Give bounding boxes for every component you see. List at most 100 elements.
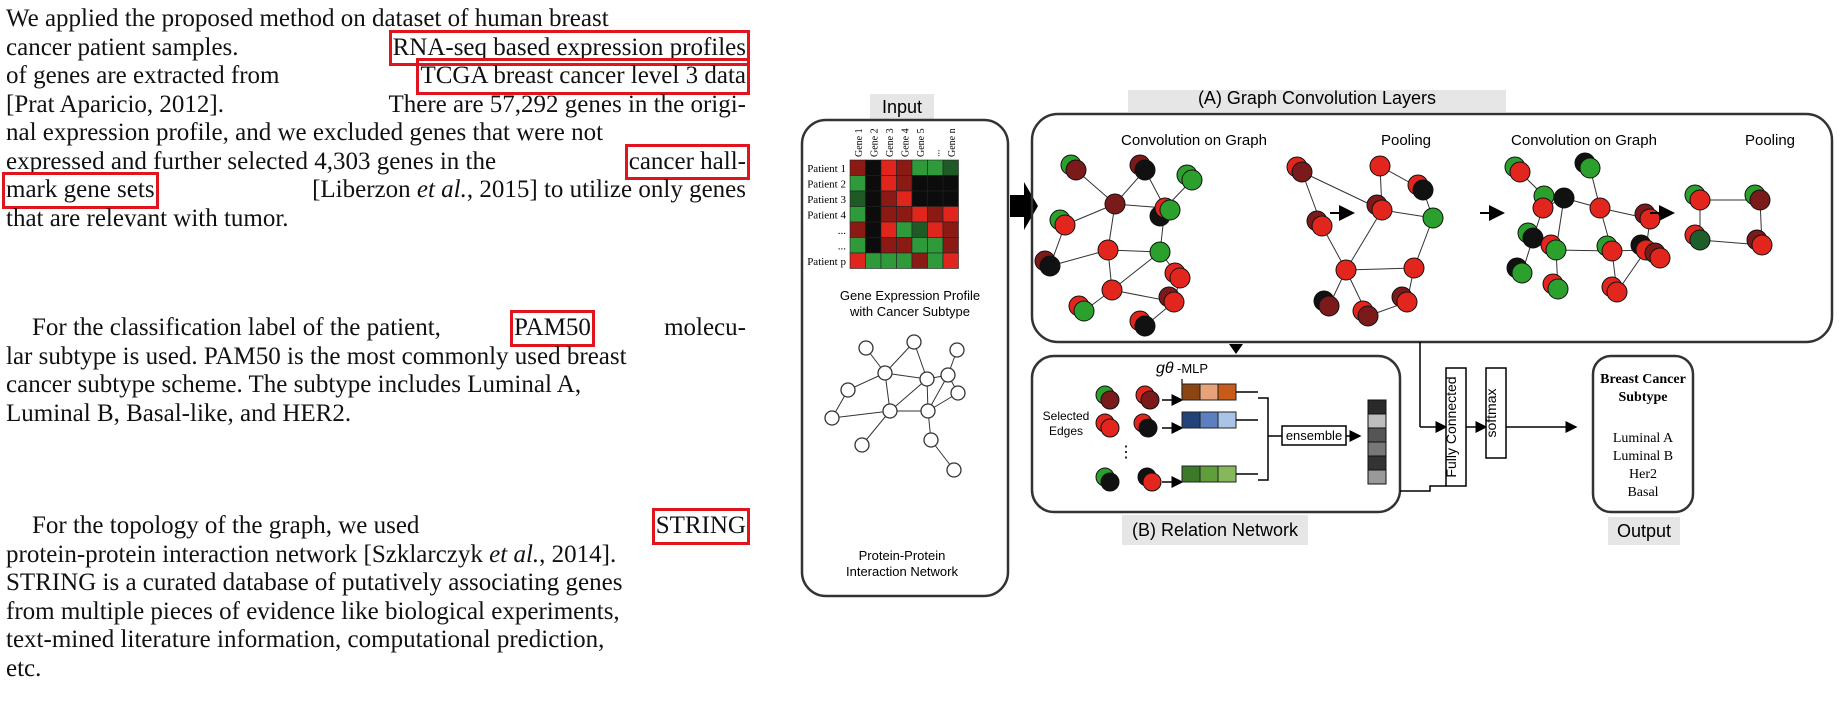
graph-node	[1579, 157, 1601, 179]
patient-label: Patient 2	[807, 179, 846, 191]
text-line: nal expression profile, and we excluded …	[6, 119, 746, 148]
output-title: Output	[1617, 521, 1671, 541]
heatmap-cell	[942, 206, 959, 223]
input-title: Input	[882, 97, 922, 117]
gene-headers: Gene 1 Gene 2 Gene 3 Gene 4 Gene 5... Gene n	[854, 128, 958, 157]
feature-cell	[1199, 465, 1219, 483]
heatmap-cell	[865, 206, 882, 223]
graph-node	[1412, 179, 1434, 201]
heatmap-cell	[865, 252, 882, 269]
ppi-node	[940, 367, 956, 383]
graph-node	[1311, 215, 1333, 237]
feature-cell	[1181, 411, 1201, 429]
highlighted-term: mark gene sets	[2, 172, 159, 209]
heatmap-cell	[880, 221, 897, 238]
heatmap-cell	[911, 237, 928, 254]
output-vector-cell	[1367, 399, 1387, 415]
graph-node	[1601, 240, 1623, 262]
heatmap-cell	[880, 237, 897, 254]
highlighted-term: TCGA breast cancer level 3 data	[416, 58, 750, 95]
heatmap-cell	[911, 175, 928, 192]
rn-title-bg	[1122, 515, 1308, 545]
heatmap-cell	[896, 221, 913, 238]
text-segment: [Prat Aparicio, 2012].	[6, 90, 225, 118]
graph-edge	[1345, 209, 1383, 271]
ppi-caption-1: Protein-Protein	[859, 548, 946, 563]
graph-node	[1689, 189, 1711, 211]
graph-node	[1335, 259, 1357, 281]
text-line: from multiple pieces of evidence like bi…	[6, 598, 746, 627]
graph-node	[1649, 247, 1671, 269]
heatmap-cell	[849, 159, 866, 176]
text-segment: Luminal B, Basal-like, and HER2.	[6, 399, 352, 427]
ppi-node	[949, 342, 965, 358]
graph-node	[1318, 295, 1340, 317]
graph-node	[1553, 187, 1575, 209]
graph-node	[1371, 199, 1393, 221]
feature-cell	[1181, 383, 1201, 401]
heatmap-cell	[865, 175, 882, 192]
ppi-caption-2: Interaction Network	[846, 564, 958, 579]
gcn-title: (A) Graph Convolution Layers	[1198, 90, 1436, 108]
gcn-panel	[1030, 112, 1834, 344]
text-line: cancer subtype scheme. The subtype inclu…	[6, 371, 746, 400]
graph-node	[1169, 267, 1191, 289]
text-segment: molecu-	[664, 314, 746, 341]
text-line: that are relevant with tumor.	[6, 205, 746, 234]
graph-node	[1100, 390, 1120, 410]
heatmap-cell	[865, 221, 882, 238]
heatmap-cell	[896, 190, 913, 207]
output-vector-cell	[1367, 441, 1387, 457]
graph-node	[1140, 390, 1160, 410]
heatmap-cell	[896, 252, 913, 269]
text-segment: lar subtype is used. PAM50 is the most c…	[6, 342, 627, 370]
ppi-node	[920, 403, 936, 419]
graph-node	[1511, 262, 1533, 284]
text-segment: [Liberzon et al., 2015] to utilize only …	[312, 176, 746, 203]
gcn-graph-pool-2	[1684, 184, 1773, 256]
graph-node	[1422, 207, 1444, 229]
gcn-title-bg	[1128, 90, 1506, 112]
mlp-label: -MLP	[1177, 361, 1208, 376]
graph-node	[1403, 257, 1425, 279]
text-segment: nal expression profile, and we excluded …	[6, 119, 604, 146]
heatmap-cell	[896, 206, 913, 223]
highlighted-term: PAM50	[510, 310, 595, 347]
graph-node	[1522, 227, 1544, 249]
heatmap-cell	[880, 190, 897, 207]
heatmap-cell	[927, 252, 944, 269]
output-heading-2: Subtype	[1618, 390, 1667, 405]
text-segment: For the classification label of the pati…	[32, 314, 441, 341]
rn-edge-pairs	[1095, 385, 1184, 492]
output-panel	[1591, 354, 1695, 514]
text-line: cancer patient samples. RNA-seq based exp…	[6, 29, 751, 66]
heatmap-cell	[849, 175, 866, 192]
heatmap-cell	[896, 159, 913, 176]
input-title-bg	[870, 94, 934, 120]
heatmap-cell	[849, 190, 866, 207]
graph-node	[1100, 472, 1120, 492]
graph-node	[1545, 239, 1567, 261]
heatmap-cell	[880, 252, 897, 269]
stage-label-conv-1: Convolution on Graph	[1121, 132, 1267, 149]
ppi-node	[824, 410, 840, 426]
subtype-her2: Her2	[1629, 467, 1657, 482]
input-to-gcn-arrow	[1010, 182, 1038, 230]
heatmap-cell	[865, 237, 882, 254]
text-line: We applied the proposed method on datase…	[6, 5, 746, 34]
graph-node	[1134, 315, 1156, 337]
ppi-edge	[831, 410, 891, 419]
heatmap-cell	[896, 175, 913, 192]
text-segment: cancer patient samples.	[6, 33, 239, 61]
graph-node	[1369, 155, 1391, 177]
heatmap-cell	[896, 237, 913, 254]
graph-node	[1054, 214, 1076, 236]
output-title-bg	[1608, 517, 1680, 545]
graph-node	[1138, 418, 1158, 438]
graph-node	[1065, 159, 1087, 181]
text-line: expressed and further selected 4,303 gen…	[6, 143, 751, 180]
rn-to-fc-line	[1400, 485, 1446, 492]
heatmap-cell	[911, 221, 928, 238]
rn-feature-vectors	[1181, 383, 1258, 483]
text-segment: We applied the proposed method on datase…	[6, 5, 609, 32]
